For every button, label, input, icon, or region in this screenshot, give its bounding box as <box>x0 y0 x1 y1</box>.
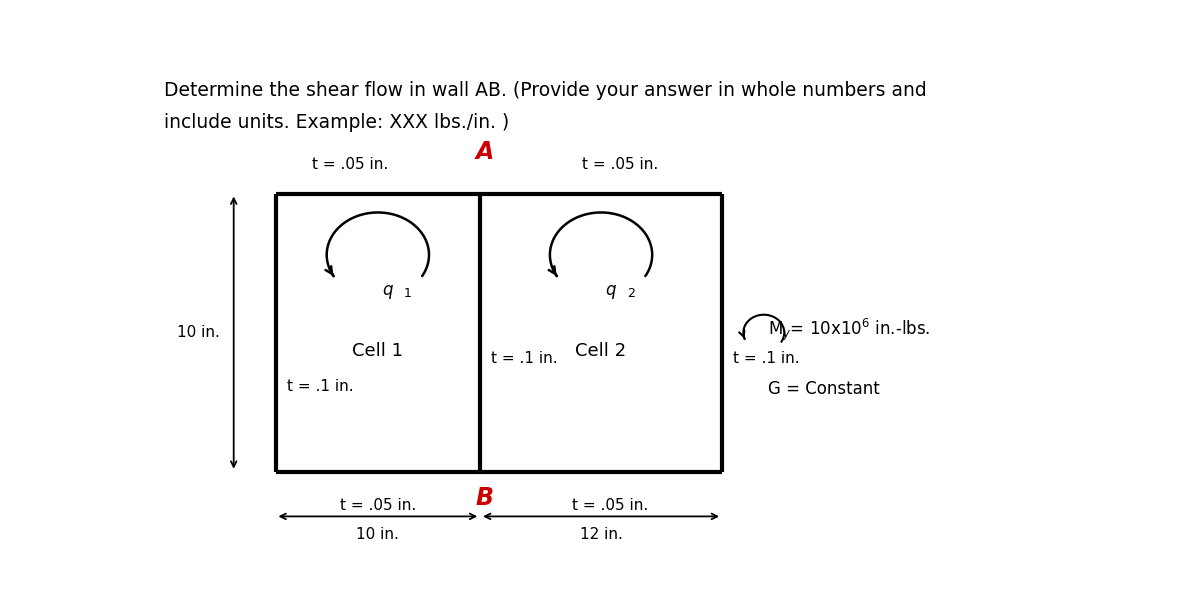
Text: t = .05 in.: t = .05 in. <box>312 157 388 173</box>
Text: t = .1 in.: t = .1 in. <box>491 351 558 366</box>
Text: 10 in.: 10 in. <box>356 527 400 542</box>
Text: B: B <box>475 486 494 510</box>
Text: t = .05 in.: t = .05 in. <box>572 498 648 513</box>
Text: t = .1 in.: t = .1 in. <box>287 379 353 394</box>
Text: q: q <box>383 281 394 299</box>
Text: 12 in.: 12 in. <box>580 527 623 542</box>
Text: 10 in.: 10 in. <box>176 325 220 340</box>
Text: Cell 2: Cell 2 <box>576 343 626 360</box>
Text: t = .05 in.: t = .05 in. <box>582 157 658 173</box>
Text: include units. Example: XXX lbs./in. ): include units. Example: XXX lbs./in. ) <box>164 113 509 132</box>
Text: Cell 1: Cell 1 <box>353 343 403 360</box>
Text: t = .1 in.: t = .1 in. <box>733 351 799 366</box>
Text: G = Constant: G = Constant <box>768 380 881 398</box>
Text: 2: 2 <box>628 287 635 300</box>
Text: t = .05 in.: t = .05 in. <box>340 498 416 513</box>
Text: M$_y$= 10x10$^6$ in.-lbs.: M$_y$= 10x10$^6$ in.-lbs. <box>768 317 931 343</box>
Text: A: A <box>475 140 494 165</box>
Text: 1: 1 <box>404 287 412 300</box>
Text: q: q <box>606 281 617 299</box>
Text: Determine the shear flow in wall AB. (Provide your answer in whole numbers and: Determine the shear flow in wall AB. (Pr… <box>164 81 926 100</box>
